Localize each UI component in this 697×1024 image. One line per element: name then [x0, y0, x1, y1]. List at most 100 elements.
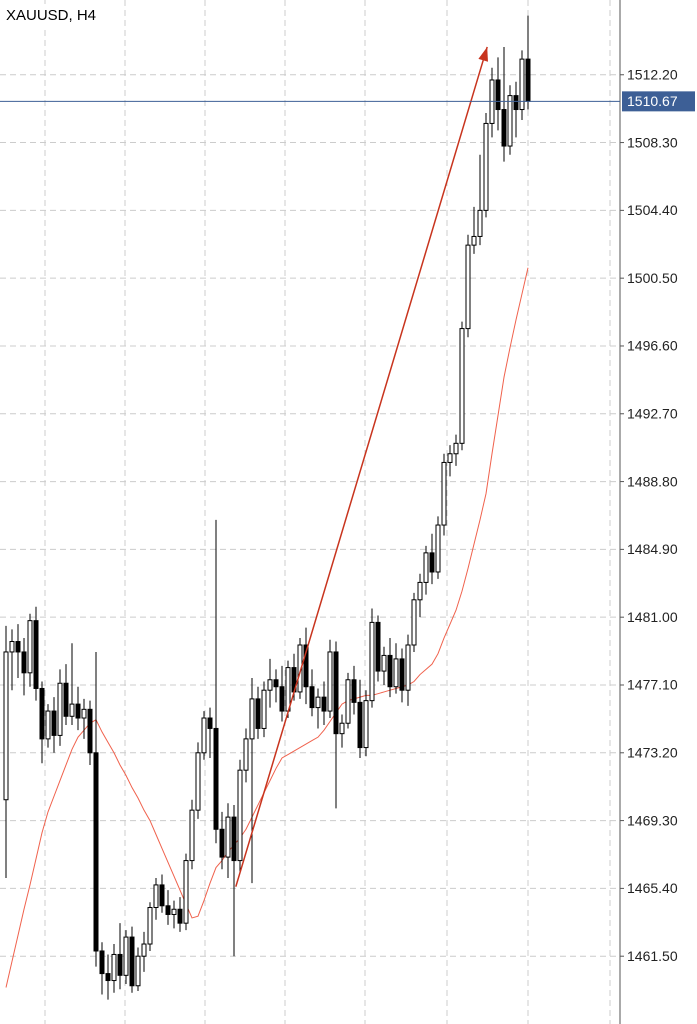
y-tick-label: 1512.20: [627, 66, 678, 82]
candle-body: [369, 621, 375, 702]
candle-body: [375, 621, 381, 672]
candle-body: [51, 710, 57, 736]
candle-body: [297, 644, 303, 693]
candle-body: [45, 710, 51, 740]
candle-body: [129, 936, 135, 987]
y-tick-label: 1469.30: [627, 812, 678, 828]
candle-body: [345, 679, 351, 724]
y-tick-label: 1508.30: [627, 134, 678, 150]
y-tick-label: 1461.50: [627, 948, 678, 964]
candle-body: [453, 442, 459, 455]
candle-body: [507, 95, 513, 147]
candle-body: [513, 95, 519, 111]
candle-body: [519, 58, 525, 111]
candle-body: [357, 701, 363, 749]
candle-body: [405, 644, 411, 691]
last-price-tag: [622, 91, 695, 112]
title-background: [2, 4, 110, 26]
candle-body: [459, 328, 465, 444]
last-price-label: 1510.67: [627, 93, 678, 109]
candle-body: [117, 953, 123, 976]
candle-body: [447, 453, 453, 463]
candle-body: [183, 860, 189, 924]
candle-body: [15, 641, 21, 653]
candle-body: [261, 689, 267, 729]
candle-body: [411, 599, 417, 646]
candle-body: [99, 950, 105, 975]
candle-body: [135, 955, 141, 987]
candle-body: [195, 752, 201, 811]
candle-body: [213, 727, 219, 830]
candle-body: [225, 816, 231, 858]
candle-body: [189, 809, 195, 862]
candle-body: [159, 884, 165, 907]
candle-body: [27, 620, 33, 674]
candle-body: [381, 654, 387, 672]
candle-body: [111, 953, 117, 982]
candle-body: [33, 620, 39, 689]
moving-average: [5, 267, 529, 988]
candle-body: [471, 235, 477, 246]
candle-body: [525, 58, 531, 102]
y-tick-label: 1477.10: [627, 677, 678, 693]
candle-body: [201, 717, 207, 754]
candle-body: [321, 696, 327, 712]
candle-body: [21, 651, 27, 674]
candle-body: [333, 651, 339, 735]
candle-body: [231, 816, 237, 862]
candle-body: [243, 738, 249, 771]
y-tick-label: 1473.20: [627, 744, 678, 760]
y-tick-label: 1492.70: [627, 405, 678, 421]
candle-body: [75, 703, 81, 719]
candle-body: [273, 679, 279, 688]
arrow-head: [478, 46, 488, 62]
candle-body: [279, 686, 285, 712]
candle-body: [177, 908, 183, 924]
candle-body: [9, 641, 15, 653]
candle-body: [105, 973, 111, 982]
candle-body: [327, 651, 333, 712]
time-grid: [44, 0, 611, 1024]
candle-body: [147, 907, 153, 945]
y-tick-label: 1481.00: [627, 609, 678, 625]
candle-body: [441, 461, 447, 526]
candle-body: [477, 209, 483, 237]
candle-body: [141, 943, 147, 957]
candle-body: [123, 936, 129, 976]
candle-body: [207, 717, 213, 729]
candle-body: [3, 651, 9, 801]
candle-body: [435, 524, 441, 573]
candle-body: [219, 828, 225, 858]
candle-body: [501, 109, 507, 147]
candle-body: [165, 905, 171, 915]
candle-body: [309, 686, 315, 709]
candle-body: [387, 654, 393, 688]
y-tick-label: 1496.60: [627, 338, 678, 354]
candle-body: [171, 908, 177, 915]
candle-body: [63, 682, 69, 717]
candle-body: [417, 581, 423, 601]
candle-body: [93, 752, 99, 952]
candle-body: [87, 708, 93, 754]
candle-body: [285, 667, 291, 712]
candle-body: [69, 703, 75, 717]
y-tick-label: 1465.40: [627, 880, 678, 896]
candle-body: [363, 700, 369, 749]
candle-body: [315, 696, 321, 709]
candle-body: [39, 687, 45, 740]
candle-body: [339, 722, 345, 735]
candle-body: [423, 552, 429, 583]
candle-body: [465, 244, 471, 330]
candle-body: [483, 122, 489, 211]
candle-body: [255, 698, 261, 729]
y-tick-label: 1500.50: [627, 270, 678, 286]
y-tick-label: 1504.40: [627, 202, 678, 218]
candle-body: [351, 679, 357, 703]
candle-body: [81, 708, 87, 719]
candle-body: [303, 644, 309, 688]
candle-body: [249, 698, 255, 740]
candle-body: [399, 658, 405, 691]
candle-body: [237, 769, 243, 862]
